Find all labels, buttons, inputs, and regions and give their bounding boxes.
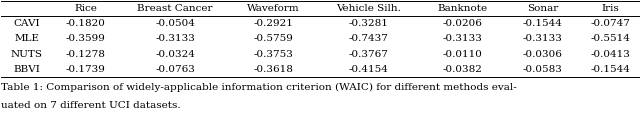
Text: -0.3618: -0.3618 xyxy=(253,65,294,74)
Text: MLE: MLE xyxy=(14,34,39,43)
Text: Breast Cancer: Breast Cancer xyxy=(138,4,212,13)
Text: -0.0504: -0.0504 xyxy=(155,19,195,28)
Text: -0.5514: -0.5514 xyxy=(591,34,630,43)
Text: uated on 7 different UCI datasets.: uated on 7 different UCI datasets. xyxy=(1,101,181,110)
Text: -0.3599: -0.3599 xyxy=(66,34,106,43)
Text: -0.3133: -0.3133 xyxy=(443,34,483,43)
Text: -0.2921: -0.2921 xyxy=(253,19,294,28)
Text: -0.0324: -0.0324 xyxy=(155,50,195,59)
Text: -0.5759: -0.5759 xyxy=(253,34,294,43)
Text: Sonar: Sonar xyxy=(527,4,558,13)
Text: -0.3767: -0.3767 xyxy=(348,50,388,59)
Text: Vehicle Silh.: Vehicle Silh. xyxy=(335,4,401,13)
Text: -0.4154: -0.4154 xyxy=(348,65,388,74)
Text: -0.3753: -0.3753 xyxy=(253,50,294,59)
Text: -0.0583: -0.0583 xyxy=(523,65,563,74)
Text: CAVI: CAVI xyxy=(13,19,40,28)
Text: -0.0306: -0.0306 xyxy=(523,50,563,59)
Text: -0.7437: -0.7437 xyxy=(348,34,388,43)
Text: Banknote: Banknote xyxy=(438,4,488,13)
Text: -0.0763: -0.0763 xyxy=(155,65,195,74)
Text: Table 1: Comparison of widely-applicable information criterion (WAIC) for differ: Table 1: Comparison of widely-applicable… xyxy=(1,83,517,92)
Text: Waveform: Waveform xyxy=(247,4,300,13)
Text: -0.3133: -0.3133 xyxy=(523,34,563,43)
Text: -0.0382: -0.0382 xyxy=(443,65,483,74)
Text: -0.3281: -0.3281 xyxy=(348,19,388,28)
Text: BBVI: BBVI xyxy=(13,65,40,74)
Text: -0.0413: -0.0413 xyxy=(591,50,630,59)
Text: -0.1544: -0.1544 xyxy=(591,65,630,74)
Text: NUTS: NUTS xyxy=(11,50,43,59)
Text: -0.3133: -0.3133 xyxy=(155,34,195,43)
Text: -0.0110: -0.0110 xyxy=(443,50,483,59)
Text: -0.1739: -0.1739 xyxy=(66,65,106,74)
Text: Rice: Rice xyxy=(74,4,97,13)
Text: -0.1278: -0.1278 xyxy=(66,50,106,59)
Text: -0.0206: -0.0206 xyxy=(443,19,483,28)
Text: -0.1544: -0.1544 xyxy=(523,19,563,28)
Text: Iris: Iris xyxy=(602,4,620,13)
Text: -0.0747: -0.0747 xyxy=(591,19,630,28)
Text: -0.1820: -0.1820 xyxy=(66,19,106,28)
